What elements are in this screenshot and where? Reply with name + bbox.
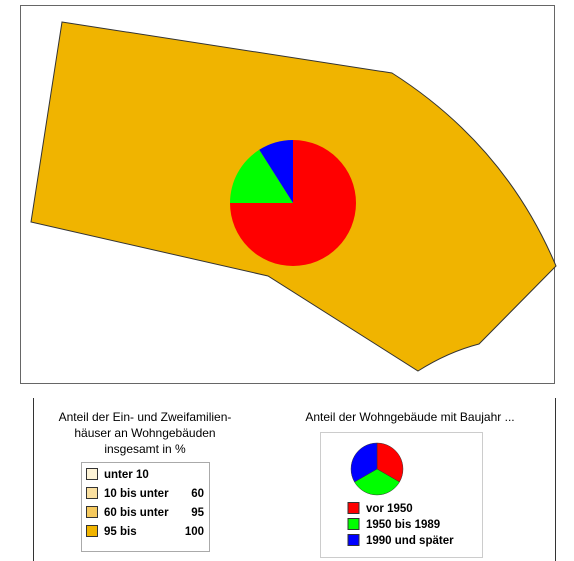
pie-slice xyxy=(230,149,293,203)
legend-swatch xyxy=(86,525,98,537)
legend-title: Anteil der Ein- und Zweifamilien- xyxy=(59,410,232,424)
legend-swatch xyxy=(347,534,360,546)
legend-label: 95 bis xyxy=(104,526,137,538)
legend-swatch xyxy=(347,518,360,530)
legend-swatch xyxy=(86,506,98,518)
legend-swatch xyxy=(86,487,98,499)
legend-pie-icon xyxy=(350,442,404,496)
legend-swatch xyxy=(86,468,98,480)
legend-title: insgesamt in % xyxy=(104,442,186,456)
legend-label: 1990 und später xyxy=(366,535,454,547)
legend-label: 1950 bis 1989 xyxy=(366,519,440,531)
pie-slice xyxy=(259,140,293,203)
legend-label: 100 xyxy=(185,526,204,538)
legend-label: 95 xyxy=(191,507,204,519)
legend-title: häuser an Wohngebäuden xyxy=(74,426,215,440)
legend-label: 10 bis unter xyxy=(104,488,169,500)
legend-title: Anteil der Wohngebäude mit Baujahr ... xyxy=(305,410,514,424)
legend-label: vor 1950 xyxy=(366,503,413,515)
legend-swatch xyxy=(347,502,360,514)
legend-label: unter 10 xyxy=(104,469,149,481)
legend-label: 60 xyxy=(191,488,204,500)
legend-label: 60 bis unter xyxy=(104,507,169,519)
legend-box xyxy=(81,462,210,552)
